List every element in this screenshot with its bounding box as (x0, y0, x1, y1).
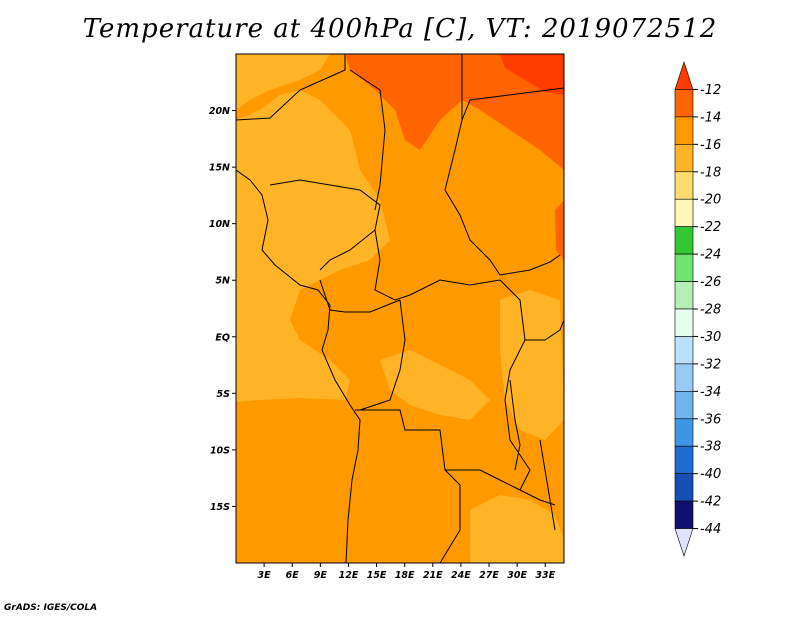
lon-tick-label: 12E (339, 570, 359, 581)
footer-credit: GrADS: IGES/COLA (4, 603, 98, 613)
colorbar-label: -32 (700, 357, 721, 372)
colorbar-label: -26 (700, 275, 721, 290)
border-sahara (236, 54, 346, 121)
border-car (374, 229, 501, 301)
border-angola (355, 409, 461, 563)
colorbar-label: -14 (700, 110, 721, 125)
colorbar-label: -40 (700, 467, 721, 482)
border-lake-tanganyika (509, 379, 521, 471)
colorbar-box (674, 144, 694, 173)
longitude-axis: 3E 6E 9E 12E 15E 18E 21E 24E 27E 30E 33E (258, 563, 556, 581)
lat-tick-label: 10S (210, 445, 230, 456)
colorbar-label: -34 (700, 385, 721, 400)
lon-tick-label: 6E (286, 570, 300, 581)
colorbar-top-triangle (674, 61, 694, 90)
colorbar-box (674, 363, 694, 392)
colorbar-box (674, 198, 694, 227)
colorbar-box (674, 281, 694, 310)
colorbar-box (674, 226, 694, 255)
colorbar-label: -42 (700, 495, 721, 510)
colorbar-box (674, 445, 694, 474)
lon-tick-label: 27E (479, 570, 499, 581)
colorbar-box (674, 171, 694, 200)
colorbar-label: -44 (700, 522, 721, 537)
lon-tick-label: 18E (395, 570, 415, 581)
lon-tick-label: 9E (314, 570, 328, 581)
border-east-africa (525, 319, 564, 341)
colorbar-box (674, 253, 694, 282)
lat-tick-label: 15S (210, 502, 230, 513)
chart-title: Temperature at 400hPa [C], VT: 201907251… (82, 14, 718, 44)
map-frame (235, 53, 565, 564)
colorbar-label: -38 (700, 440, 721, 455)
field-cool-region-central (380, 350, 490, 420)
country-borders (236, 54, 564, 563)
field-warm-region-east (555, 200, 564, 260)
field-cool-region-east (500, 290, 564, 440)
field-cool-region-southeast (470, 495, 564, 563)
colorbar-box (674, 473, 694, 502)
field-cool-region-north (236, 54, 330, 110)
colorbar-label: -36 (700, 412, 721, 427)
colorbar-bottom-triangle (674, 528, 694, 557)
colorbar-box (674, 336, 694, 365)
colorbar-label: -18 (700, 165, 721, 180)
colorbar-label: -20 (700, 193, 721, 208)
lon-tick-label: 30E (507, 570, 527, 581)
colorbar-label: -16 (700, 138, 721, 153)
colorbar-box (674, 308, 694, 337)
lon-tick-label: 33E (535, 570, 555, 581)
colorbar: -12 -14 -16 -18 -20 -22 -24 -26 -28 -30 -32 -34 -36 -… (674, 61, 721, 557)
colorbar-box (674, 89, 694, 118)
colorbar-box (674, 418, 694, 447)
colorbar-label: -28 (700, 303, 721, 318)
coastline-west (236, 169, 361, 563)
lon-tick-label: 15E (367, 570, 387, 581)
lat-tick-label: 20N (209, 106, 230, 117)
field-hottest-region (500, 54, 564, 95)
lon-tick-label: 21E (423, 570, 443, 581)
temperature-field (236, 54, 564, 563)
lat-tick-label: 5N (215, 276, 230, 287)
field-cool-region-west (236, 90, 390, 402)
lat-tick-label: 5S (217, 389, 231, 400)
lon-tick-label: 24E (451, 570, 471, 581)
colorbar-label: -12 (700, 83, 721, 98)
lat-tick-label: 10N (209, 219, 230, 230)
border-congo-drc (359, 299, 406, 411)
colorbar-box (674, 500, 694, 529)
border-lake-malawi (539, 439, 556, 531)
border-niger-chad (349, 69, 386, 211)
border-chad-sudan (444, 119, 561, 276)
colorbar-label: -30 (700, 330, 721, 345)
colorbar-box (674, 391, 694, 420)
latitude-axis: 20N 15N 10N 5N EQ 5S 10S 15S (209, 106, 236, 513)
lat-tick-label: EQ (215, 332, 230, 343)
border-libya-egypt (461, 54, 564, 121)
border-zambia (445, 469, 556, 506)
border-nigeria-cameroon (269, 179, 381, 271)
field-warm-region-northeast (345, 54, 564, 170)
border-cameroon-south (319, 279, 401, 313)
border-drc-east (499, 279, 531, 491)
lat-tick-label: 15N (209, 163, 230, 174)
colorbar-label: -24 (700, 248, 721, 263)
lon-tick-label: 3E (258, 570, 272, 581)
colorbar-box (674, 116, 694, 145)
colorbar-label: -22 (700, 220, 721, 235)
